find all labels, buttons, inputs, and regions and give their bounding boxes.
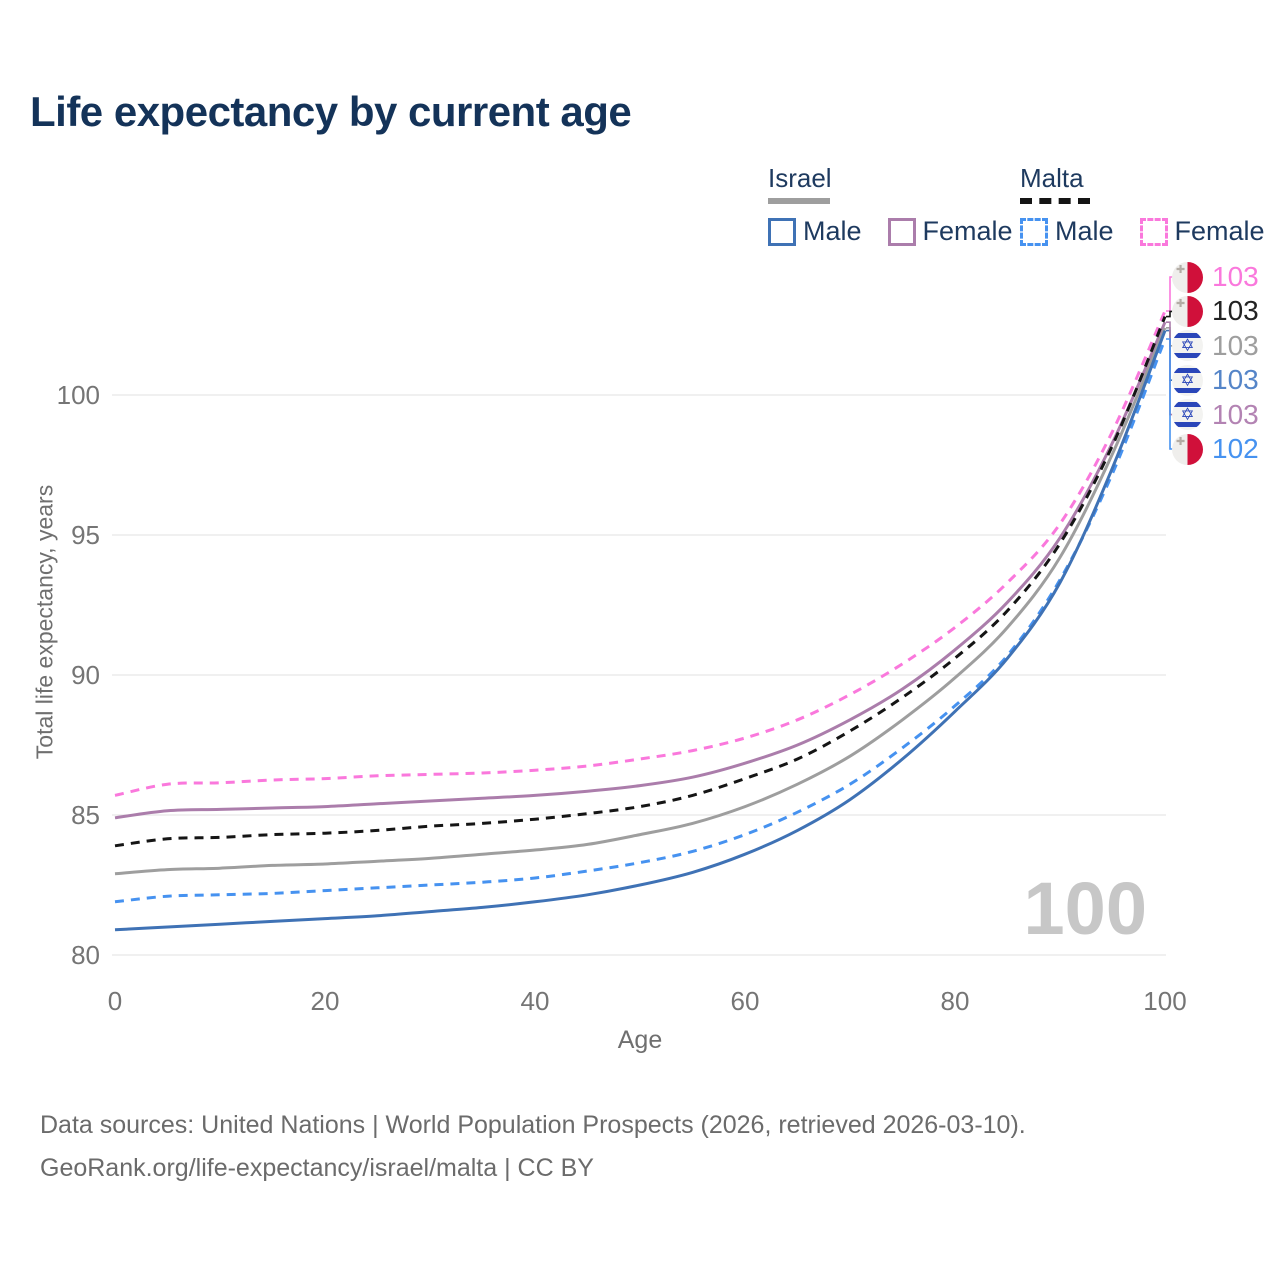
israel-male-swatch-icon	[768, 217, 796, 246]
connector-israel-male	[1166, 329, 1177, 381]
y-tick-label: 100	[57, 380, 100, 410]
y-tick-label: 85	[71, 800, 100, 830]
connector-israel-female	[1166, 321, 1177, 416]
footer: Data sources: United Nations | World Pop…	[40, 1104, 1026, 1190]
x-tick-label: 60	[731, 986, 760, 1016]
malta-male-swatch-icon	[1020, 217, 1048, 246]
legend-group-title-malta: Malta	[1020, 163, 1084, 193]
legend-group-title-israel: Israel	[768, 163, 832, 193]
series-line-malta-female	[114, 310, 1167, 797]
legend-item-label: Female	[922, 216, 1013, 246]
footer-data-sources: Data sources: United Nations | World Pop…	[40, 1111, 1026, 1139]
x-tick-label: 40	[521, 986, 550, 1016]
series-lines	[114, 310, 1167, 932]
x-tick-label: 20	[311, 986, 340, 1016]
connector-malta-female	[1166, 276, 1177, 312]
legend-item-israel-female[interactable]: Female	[887, 216, 1013, 247]
series-line-israel-female	[114, 321, 1167, 820]
legend-item-malta-female[interactable]: Female	[1139, 216, 1265, 247]
gridlines	[112, 394, 1166, 956]
age-watermark: 100	[1023, 867, 1147, 950]
legend-item-israel-male[interactable]: Male	[768, 216, 862, 247]
y-axis-title: Total life expectancy, years	[31, 484, 58, 760]
y-tick-label: 90	[71, 660, 100, 690]
footer-attribution: GeoRank.org/life-expectancy/israel/malta…	[40, 1154, 594, 1182]
x-tick-label: 80	[941, 986, 970, 1016]
legend-group-malta: Malta Male Female	[1020, 163, 1265, 247]
malta-line-style-sample	[1020, 198, 1090, 204]
series-line-malta-male	[114, 338, 1167, 904]
x-axis-title: Age	[617, 1026, 663, 1054]
legend-item-label: Male	[1055, 216, 1114, 246]
page-title: Life expectancy by current age	[30, 88, 632, 135]
y-tick-label: 80	[71, 940, 100, 970]
connector-malta-both	[1166, 310, 1177, 318]
legend-item-label: Male	[803, 216, 862, 246]
x-tick-label: 0	[108, 986, 122, 1016]
legend-item-label: Female	[1174, 216, 1265, 246]
legend-item-malta-male[interactable]: Male	[1020, 216, 1114, 247]
legend-group-israel: Israel Male Female	[768, 163, 1013, 247]
series-line-israel-male	[114, 330, 1167, 932]
series-line-malta-both	[114, 316, 1167, 848]
end-label-connectors	[1166, 276, 1177, 450]
israel-female-swatch-icon	[887, 217, 916, 246]
series-line-israel-both	[114, 327, 1167, 876]
x-tick-label: 100	[1143, 986, 1186, 1016]
israel-line-style-sample	[768, 198, 830, 204]
axis-tick-labels: 80 85 90 95 100 0 20 40 60 80 100	[57, 380, 1187, 1016]
connector-malta-male	[1166, 338, 1177, 450]
y-tick-label: 95	[71, 520, 100, 550]
malta-female-swatch-icon	[1139, 217, 1168, 246]
